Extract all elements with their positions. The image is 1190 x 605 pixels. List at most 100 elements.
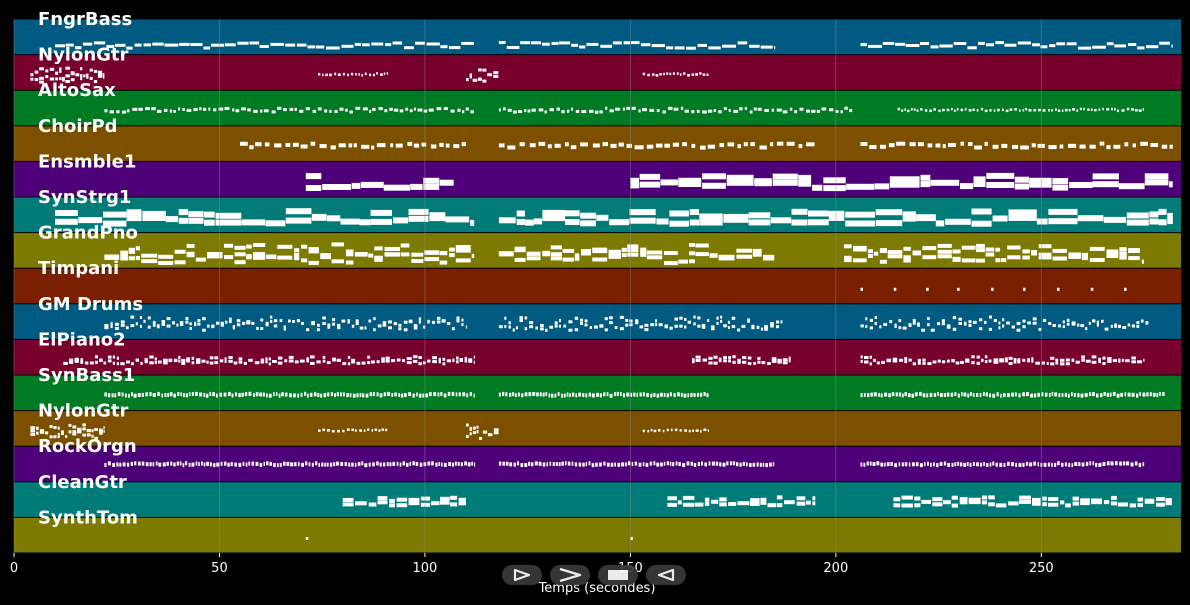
note <box>120 362 125 366</box>
note <box>726 461 729 466</box>
note <box>283 325 286 329</box>
note <box>565 142 569 147</box>
note <box>277 106 282 110</box>
note <box>472 426 476 430</box>
note <box>703 428 707 431</box>
play-reverse-button[interactable] <box>646 565 686 585</box>
note <box>169 109 173 113</box>
note <box>636 392 638 397</box>
note <box>128 393 130 398</box>
note <box>692 429 694 433</box>
note <box>218 107 224 111</box>
note <box>412 359 418 363</box>
track-notes-5 <box>305 172 1173 192</box>
note <box>806 500 811 505</box>
note <box>322 184 351 190</box>
note <box>279 463 282 467</box>
note <box>310 141 316 146</box>
note <box>890 462 893 466</box>
note <box>178 217 189 224</box>
note <box>976 393 979 397</box>
note <box>80 77 83 81</box>
note <box>898 462 901 467</box>
note <box>224 461 227 466</box>
note <box>168 359 173 363</box>
note <box>188 392 191 397</box>
note <box>308 260 319 265</box>
note <box>149 361 154 365</box>
note <box>301 321 304 325</box>
note <box>1008 501 1019 506</box>
note <box>610 462 614 467</box>
note <box>880 393 883 398</box>
note <box>655 143 663 148</box>
track-lane-14 <box>14 482 1181 517</box>
note <box>968 500 981 505</box>
note <box>472 78 478 82</box>
note <box>1091 360 1097 364</box>
note <box>926 393 929 398</box>
note <box>526 251 541 256</box>
note <box>889 181 920 188</box>
note <box>829 108 834 112</box>
note <box>981 495 988 500</box>
note <box>711 499 719 504</box>
note <box>1118 358 1121 362</box>
track-lanes <box>14 19 1181 553</box>
note <box>1029 462 1033 467</box>
note <box>965 358 970 362</box>
note <box>952 256 961 261</box>
note <box>917 358 921 362</box>
note <box>658 429 661 432</box>
note <box>656 393 659 398</box>
note <box>1119 461 1122 466</box>
note <box>126 215 142 222</box>
note <box>631 41 640 45</box>
note <box>629 323 633 327</box>
note <box>913 108 916 111</box>
note <box>1027 321 1031 325</box>
note <box>656 462 660 467</box>
note <box>1096 320 1099 324</box>
note <box>355 429 357 432</box>
note <box>682 463 686 468</box>
note <box>307 393 309 398</box>
note <box>72 430 77 434</box>
note <box>728 502 737 506</box>
note <box>272 360 277 363</box>
note <box>1002 324 1005 328</box>
note <box>294 252 300 257</box>
track-lane-2 <box>14 55 1181 90</box>
note <box>1022 249 1030 254</box>
note <box>265 323 269 327</box>
note <box>158 462 162 467</box>
note <box>164 393 167 398</box>
stop-button[interactable] <box>598 565 638 585</box>
note <box>373 392 375 397</box>
note <box>669 461 672 466</box>
note <box>853 258 867 263</box>
next-button[interactable] <box>550 565 590 585</box>
note <box>285 208 312 215</box>
note <box>699 219 723 226</box>
note <box>398 327 402 331</box>
note <box>104 255 120 260</box>
note <box>409 461 411 466</box>
note <box>369 109 372 113</box>
note <box>238 462 242 467</box>
note <box>311 462 314 467</box>
note <box>393 217 409 224</box>
play-forward-button[interactable] <box>502 565 542 585</box>
note <box>458 497 466 502</box>
note <box>788 356 791 360</box>
note <box>952 327 957 331</box>
note <box>828 210 845 217</box>
note <box>1106 249 1119 254</box>
note <box>80 67 83 71</box>
note <box>690 461 693 466</box>
note <box>346 252 354 257</box>
note <box>723 359 727 363</box>
note <box>924 109 928 112</box>
note <box>878 392 880 397</box>
note <box>432 360 437 364</box>
